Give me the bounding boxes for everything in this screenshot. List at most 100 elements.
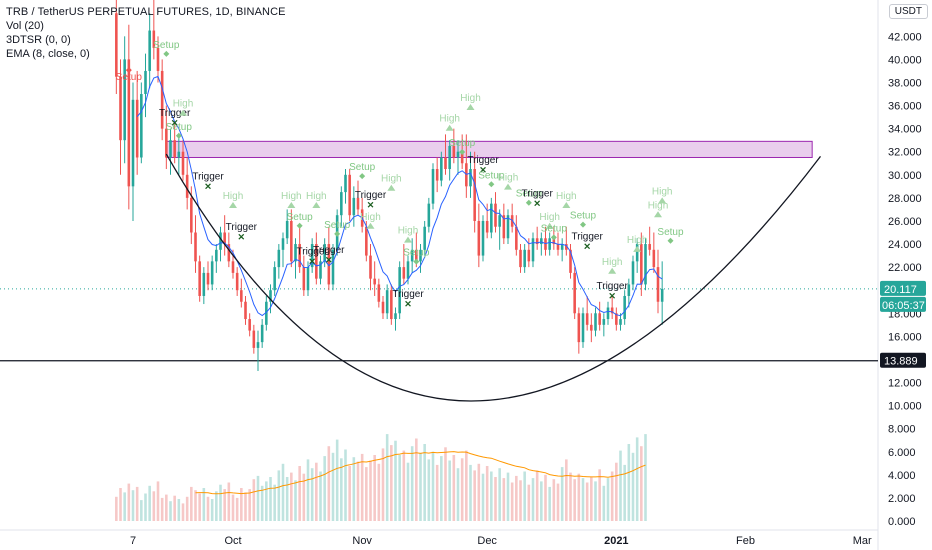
high-triangle-icon bbox=[445, 124, 454, 131]
high-label: High bbox=[602, 257, 623, 268]
candle-body bbox=[352, 197, 356, 216]
candle-body bbox=[185, 174, 189, 198]
volume-bar bbox=[302, 473, 306, 521]
volume-bar bbox=[277, 470, 281, 521]
volume-bar bbox=[173, 495, 176, 521]
candle-body bbox=[619, 319, 622, 325]
candle-body bbox=[548, 238, 551, 250]
countdown-value: 06:05:37 bbox=[882, 300, 925, 312]
volume-bar bbox=[556, 483, 560, 521]
volume-bar bbox=[119, 488, 122, 521]
y-tick-label: 6.000 bbox=[888, 447, 916, 459]
high-label: High bbox=[556, 191, 577, 202]
volume-bar bbox=[298, 466, 301, 521]
volume-bar bbox=[215, 491, 218, 521]
candle-body bbox=[535, 238, 539, 245]
trigger-x-icon: ✕ bbox=[367, 200, 375, 210]
candle-body bbox=[469, 169, 472, 187]
legend-ema[interactable]: EMA (8, close, 0) bbox=[6, 48, 90, 60]
volume-bar bbox=[290, 472, 293, 521]
candle-body bbox=[160, 70, 164, 129]
candle-body bbox=[406, 261, 410, 279]
high-triangle-icon bbox=[387, 184, 396, 191]
candle-body bbox=[123, 59, 126, 141]
volume-bar bbox=[335, 439, 339, 521]
volume-bar bbox=[323, 456, 326, 521]
candle-body bbox=[198, 261, 201, 296]
volume-bar bbox=[294, 480, 297, 521]
candle-body bbox=[623, 295, 626, 320]
volume-bar bbox=[606, 478, 610, 521]
high-triangle-icon bbox=[545, 222, 554, 229]
candle-body bbox=[190, 197, 193, 233]
high-triangle-icon bbox=[404, 236, 412, 243]
setup-diamond-icon bbox=[667, 237, 674, 244]
candle-body bbox=[452, 145, 456, 158]
candle-body bbox=[156, 47, 160, 71]
x-tick-label: 7 bbox=[130, 535, 136, 547]
high-label: High bbox=[539, 212, 560, 223]
legend-volume[interactable]: Vol (20) bbox=[6, 20, 44, 32]
setup-label: Setup bbox=[287, 212, 314, 223]
volume-bar bbox=[344, 449, 347, 521]
candle-body bbox=[498, 215, 501, 227]
volume-bar bbox=[256, 475, 260, 521]
candle-body bbox=[131, 99, 135, 187]
last-price-badge bbox=[880, 280, 926, 296]
currency-selector[interactable]: USDT bbox=[888, 4, 928, 19]
high-label: High bbox=[627, 235, 648, 246]
candle-body bbox=[306, 267, 310, 291]
volume-bar bbox=[527, 484, 531, 521]
volume-bar bbox=[440, 456, 443, 521]
volume-bar bbox=[448, 460, 451, 521]
symbol-title: TRB / TetherUS PERPETUAL FUTURES, 1D, BI… bbox=[6, 6, 286, 18]
candle-body bbox=[177, 151, 181, 158]
candle-body bbox=[331, 249, 335, 285]
y-tick-label: 34.000 bbox=[888, 124, 922, 136]
setup-diamond-icon bbox=[413, 258, 420, 265]
trigger-label: Trigger bbox=[572, 231, 604, 242]
volume-bar bbox=[485, 466, 489, 521]
candle-body bbox=[377, 284, 381, 302]
volume-bar bbox=[269, 477, 272, 521]
candle-body bbox=[327, 244, 331, 285]
setup-diamond-icon bbox=[459, 148, 466, 155]
candle-body bbox=[594, 313, 597, 331]
y-tick-label: 0.000 bbox=[888, 516, 916, 528]
cup-curve[interactable] bbox=[165, 153, 822, 402]
candle-body bbox=[631, 261, 635, 285]
high-label: High bbox=[173, 99, 194, 110]
volume-bar bbox=[202, 488, 206, 521]
candle-body bbox=[265, 301, 268, 325]
candle-body bbox=[148, 30, 151, 71]
volume-bar bbox=[610, 471, 614, 521]
candle-body bbox=[519, 249, 522, 268]
setup-label: Setup bbox=[324, 220, 351, 231]
setup-diamond-icon bbox=[175, 132, 182, 139]
setup-diamond-icon bbox=[525, 199, 532, 206]
setup-label: Setup bbox=[166, 122, 193, 133]
candle-body bbox=[277, 249, 281, 268]
candle-body bbox=[556, 244, 560, 250]
trigger-label: Trigger bbox=[226, 222, 258, 233]
candle-body bbox=[310, 244, 314, 268]
trigger-label: Trigger bbox=[597, 281, 629, 292]
volume-bar bbox=[406, 462, 410, 521]
volume-bar bbox=[348, 466, 351, 521]
volume-bar bbox=[490, 471, 493, 521]
setup-diamond-icon bbox=[296, 222, 303, 229]
candle-body bbox=[615, 313, 618, 325]
high-triangle-icon bbox=[466, 103, 475, 110]
volume-bar bbox=[615, 462, 618, 521]
volume-bar bbox=[356, 461, 360, 521]
volume-bar bbox=[127, 483, 131, 521]
volume-bar bbox=[144, 493, 147, 521]
high-label: High bbox=[381, 174, 402, 185]
volume-bar bbox=[552, 479, 556, 521]
candle-body bbox=[369, 255, 372, 279]
candle-body bbox=[340, 192, 343, 216]
volume-bar bbox=[640, 446, 643, 521]
x-tick-label: Nov bbox=[352, 535, 372, 547]
legend-3dtsr[interactable]: 3DTSR (0, 0) bbox=[6, 34, 71, 46]
